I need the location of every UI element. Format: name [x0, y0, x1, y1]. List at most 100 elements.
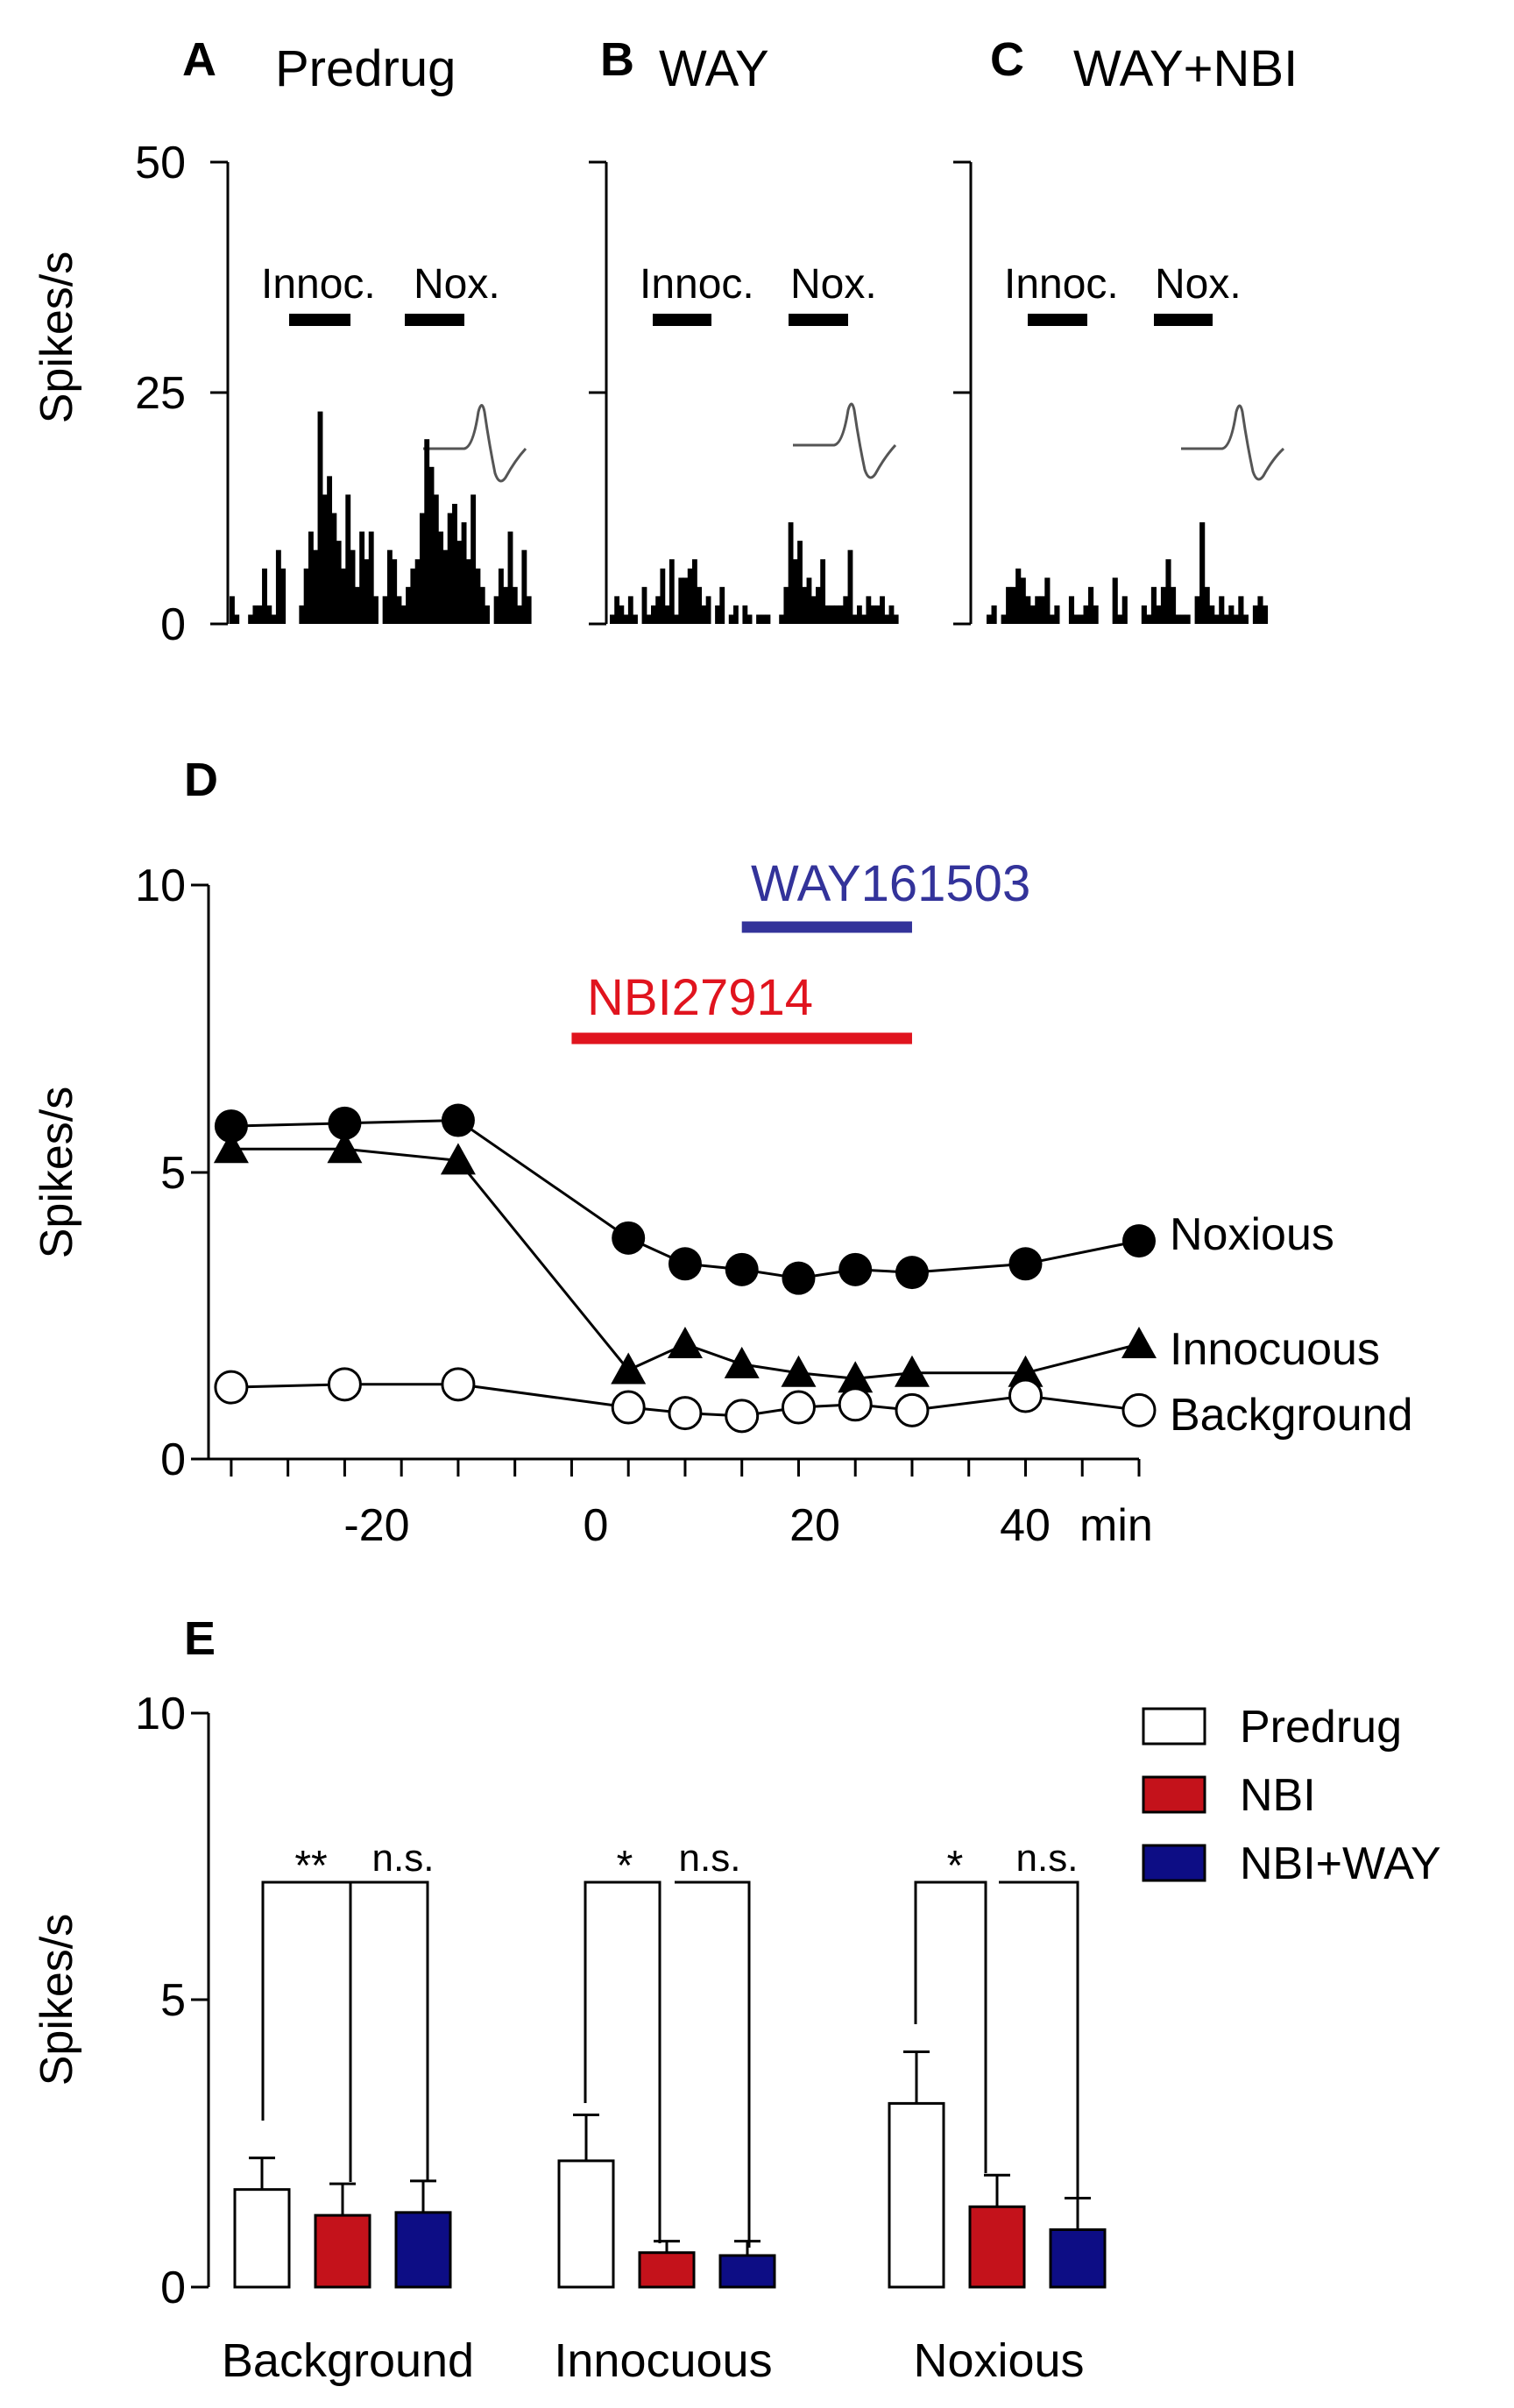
panel-b-hist-bin: [715, 605, 720, 624]
marker-noxious: [782, 1261, 816, 1295]
panel-b-hist-bin: [664, 605, 670, 624]
panel-a-hist-bin: [308, 531, 314, 624]
legend-label-nbi-way: NBI+WAY: [1240, 1838, 1441, 1889]
panel-b-hist-bin: [692, 559, 697, 624]
category-innocuous: Innocuous: [554, 2334, 772, 2387]
panel-b-nox-label: Nox.: [790, 261, 877, 308]
panel-a-hist-bin: [313, 549, 319, 624]
panel-b-hist-bin: [779, 614, 785, 624]
legend-swatch-nbi-way: [1142, 1844, 1206, 1882]
panel-a-hist-bin: [517, 605, 523, 624]
marker-background: [668, 1396, 703, 1431]
panel-b-hist-bin: [874, 605, 881, 624]
bar-background-nbi: [314, 2213, 371, 2289]
marker-innocuous: [724, 1346, 760, 1378]
panel-c-hist-bin: [1121, 596, 1128, 624]
marker-background: [1008, 1378, 1043, 1413]
panel-c-hist-bin: [1233, 614, 1239, 624]
legend-label-nbi: NBI: [1240, 1770, 1316, 1821]
marker-noxious: [838, 1252, 873, 1286]
panel-c-hist-bin: [1039, 596, 1045, 624]
panel-b-hist-bin: [820, 559, 826, 624]
panel-b-innoc-bar: [653, 314, 711, 326]
panel-b-hist-bin: [761, 614, 767, 624]
panel-c-hist-bin: [1204, 586, 1210, 624]
marker-background: [895, 1392, 930, 1427]
bar-noxious-predrug: [888, 2101, 945, 2289]
panel-a-hist-bin: [359, 531, 365, 624]
panel-d-ytick-5: 5: [160, 1148, 186, 1199]
panel-a-hist-bin: [327, 476, 333, 624]
panel-c-hist-bin: [1078, 614, 1085, 624]
marker-background: [1121, 1392, 1157, 1427]
sig-background-right: n.s.: [372, 1837, 435, 1880]
marker-background: [781, 1390, 816, 1425]
panel-c-hist-bin: [1068, 596, 1075, 624]
panel-b-hist-bin: [810, 596, 817, 624]
panel-b-hist-bin: [678, 577, 684, 624]
panel-c-hist-bin: [1054, 605, 1060, 624]
panel-a-hist-bin: [364, 559, 370, 624]
panel-c-hist-bin: [1150, 586, 1157, 624]
panel-a-hist-bin: [266, 605, 272, 624]
panel-d-ytick-10: 10: [135, 861, 186, 911]
panel-c-hist-bin: [1035, 596, 1041, 624]
panel-c-hist-bin: [1238, 596, 1244, 624]
panel-a-hist-bin: [230, 596, 235, 624]
panel-c-hist-bin: [1015, 568, 1022, 624]
sig-brackets: [261, 1880, 1079, 2248]
panel-a-hist-bin: [345, 494, 351, 624]
panel-a-hist-bin: [419, 513, 425, 624]
panel-a-hist-bin: [400, 605, 407, 624]
panel-a-hist-bin: [447, 513, 453, 624]
panel-a-hist-bin: [248, 614, 254, 624]
panel-a-hist-bin: [275, 549, 281, 624]
panel-a-hist-bin: [428, 466, 435, 624]
panel-c-hist-bin: [1160, 586, 1167, 624]
panel-c-hist-bin: [1141, 605, 1147, 624]
marker-innocuous: [781, 1355, 817, 1387]
panel-a-hist-bin: [350, 549, 356, 624]
panel-a-hist-bin: [280, 568, 287, 624]
panel-a-y-axis: [210, 160, 230, 626]
panel-a-hist-bin: [452, 503, 457, 624]
panel-a-hist-bin: [368, 531, 374, 624]
panel-b-hist-bin: [893, 614, 899, 624]
panel-c-hist-bin: [1242, 614, 1249, 624]
panel-a-hist-bin: [507, 531, 513, 624]
bar-innocuous-nbi: [638, 2251, 696, 2289]
panel-b-hist-bin: [610, 614, 615, 624]
panel-b-hist-bin: [683, 577, 689, 624]
panel-c-nox-bar: [1154, 314, 1213, 326]
marker-noxious: [612, 1221, 646, 1255]
panel-c-hist-bin: [1165, 559, 1171, 624]
panel-a-hist-bin: [433, 494, 439, 624]
panel-a-letter: A: [182, 33, 216, 86]
panel-c-hist-bin: [1006, 586, 1012, 624]
panel-a-hist-bin: [414, 559, 421, 624]
panel-c-hist-bin: [1025, 596, 1031, 624]
panel-c-hist-bin: [1252, 605, 1259, 624]
panel-b-hist-bin: [651, 605, 656, 624]
marker-innocuous: [1008, 1355, 1044, 1387]
bar-background-nbi-way: [394, 2211, 452, 2289]
panel-c-hist-bin: [987, 614, 993, 624]
panel-e-ylabel: Spikes/s: [32, 1914, 82, 2086]
series-label-innocuous: Innocuous: [1170, 1324, 1380, 1375]
panel-b-hist-bin: [655, 596, 661, 624]
panel-a-hist-bin: [521, 549, 527, 624]
panel-a-histogram: [230, 411, 532, 624]
panel-c-hist-bin: [1180, 614, 1186, 624]
panel-a-hist-bin: [461, 522, 467, 624]
marker-innocuous: [894, 1355, 930, 1387]
panel-c-hist-bin: [1228, 605, 1235, 624]
marker-noxious: [214, 1109, 248, 1144]
panel-b-waveform: [793, 402, 897, 479]
panel-d-drug-bars: [571, 921, 912, 1045]
panel-a-hist-bin: [479, 586, 485, 624]
panel-b-hist-bin: [788, 522, 794, 624]
panel-a-hist-bin: [470, 494, 477, 624]
panel-b-hist-bin: [816, 586, 821, 624]
bar-background-predrug: [233, 2188, 291, 2289]
